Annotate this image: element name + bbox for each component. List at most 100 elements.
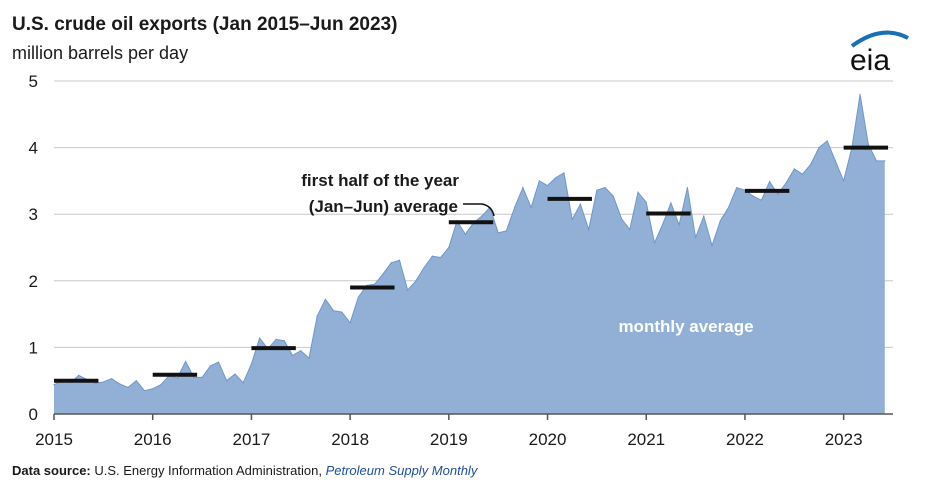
monthly-data-point [234, 373, 236, 375]
monthly-data-point [604, 187, 606, 189]
y-tick-label: 4 [29, 139, 38, 158]
monthly-data-point [250, 363, 252, 365]
monthly-data-point [374, 283, 376, 285]
monthly-data-point [209, 365, 211, 367]
monthly-data-point [448, 246, 450, 249]
monthly-data-point [464, 233, 466, 235]
x-tick-label: 2019 [430, 430, 468, 449]
monthly-data-point [760, 199, 763, 201]
monthly-data-point [555, 177, 557, 179]
monthly-data-point [769, 181, 771, 183]
monthly-average-area [54, 94, 885, 415]
monthly-data-point [102, 381, 104, 383]
monthly-data-point [834, 160, 837, 162]
monthly-data-point [357, 296, 359, 298]
monthly-data-point [695, 236, 697, 239]
monthly-data-point [522, 187, 524, 189]
annotation-line-1: first half of the year [301, 171, 459, 190]
monthly-data-point [662, 223, 664, 225]
chart-title: U.S. crude oil exports (Jan 2015–Jun 202… [12, 14, 398, 35]
monthly-data-point [793, 168, 795, 170]
monthly-data-point [176, 377, 178, 379]
monthly-data-point [678, 224, 680, 226]
monthly-data-point [530, 206, 532, 209]
monthly-data-point [736, 187, 738, 189]
monthly-data-point [875, 160, 878, 162]
monthly-data-point [670, 202, 672, 204]
x-tick-label: 2016 [134, 430, 172, 449]
monthly-data-point [653, 242, 656, 244]
monthly-data-point [727, 206, 730, 209]
monthly-data-point [333, 310, 335, 312]
monthly-data-point [514, 206, 516, 209]
monthly-data-point [382, 273, 384, 275]
monthly-data-point [300, 350, 302, 352]
x-tick-label: 2018 [331, 430, 369, 449]
monthly-data-point [752, 195, 754, 197]
source-label: Data source: [12, 463, 91, 478]
monthly-data-point [316, 315, 318, 317]
monthly-data-point [78, 374, 80, 376]
monthly-data-point [563, 172, 565, 174]
monthly-data-point [193, 376, 195, 378]
monthly-data-point [217, 361, 220, 363]
monthly-data-point [843, 180, 845, 182]
monthly-data-point [119, 383, 121, 385]
monthly-data-point [53, 384, 55, 386]
monthly-data-point [201, 376, 203, 378]
monthly-data-point [415, 280, 417, 282]
monthly-data-point [818, 147, 820, 149]
monthly-data-point [259, 337, 261, 339]
x-tick-label: 2017 [232, 430, 270, 449]
chart: 0 1 2 3 4 5 2015 2016 2017 2018 2019 2020 2021 2022 20… [29, 72, 893, 449]
eia-logo-arc [850, 30, 909, 48]
monthly-data-point [308, 357, 310, 359]
annotation-leader-line [463, 203, 495, 217]
x-tick-label: 2020 [529, 430, 567, 449]
monthly-data-point [686, 187, 689, 189]
monthly-data-point [884, 160, 886, 162]
monthly-data-point [160, 384, 162, 386]
monthly-data-point [135, 380, 137, 382]
monthly-data-point [579, 203, 582, 205]
monthly-data-point [588, 228, 590, 231]
monthly-data-point [431, 255, 433, 257]
y-tick-label: 0 [29, 405, 38, 424]
monthly-data-point [826, 140, 828, 142]
chart-subtitle: million barrels per day [12, 43, 189, 63]
x-tick-label: 2023 [825, 430, 863, 449]
monthly-data-point [497, 232, 499, 234]
monthly-data-point [226, 380, 228, 382]
monthly-data-point [185, 360, 187, 362]
monthly-data-point [637, 191, 639, 193]
monthly-data-point [505, 230, 507, 232]
monthly-data-point [440, 256, 442, 259]
monthly-data-point [390, 262, 392, 264]
data-source-note: Data source: U.S. Energy Information Adm… [12, 463, 477, 478]
monthly-data-point [612, 195, 614, 197]
source-publication: Petroleum Supply Monthly [325, 463, 478, 478]
monthly-data-point [481, 215, 483, 217]
monthly-data-point [94, 382, 96, 384]
y-tick-label: 5 [29, 72, 38, 91]
monthly-data-point [127, 386, 129, 388]
monthly-data-point [242, 382, 244, 384]
annotation-layer: first half of the year (Jan–Jun) average… [301, 171, 753, 336]
monthly-data-point [621, 218, 623, 220]
x-tick-label: 2022 [726, 430, 764, 449]
monthly-data-point [867, 143, 869, 145]
source-text: U.S. Energy Information Administration, [90, 463, 326, 478]
monthly-data-point [571, 218, 573, 221]
monthly-data-point [785, 182, 787, 184]
eia-logo-text: eia [850, 44, 890, 74]
monthly-data-point [711, 244, 713, 247]
monthly-data-point [143, 390, 146, 392]
monthly-data-point [719, 220, 721, 222]
monthly-data-point [398, 259, 401, 261]
monthly-data-point [324, 298, 326, 300]
monthly-data-point [859, 93, 861, 95]
area-layer [53, 93, 886, 415]
y-tick-label: 2 [29, 272, 38, 291]
monthly-data-point [341, 311, 343, 313]
y-tick-label: 1 [29, 338, 38, 357]
